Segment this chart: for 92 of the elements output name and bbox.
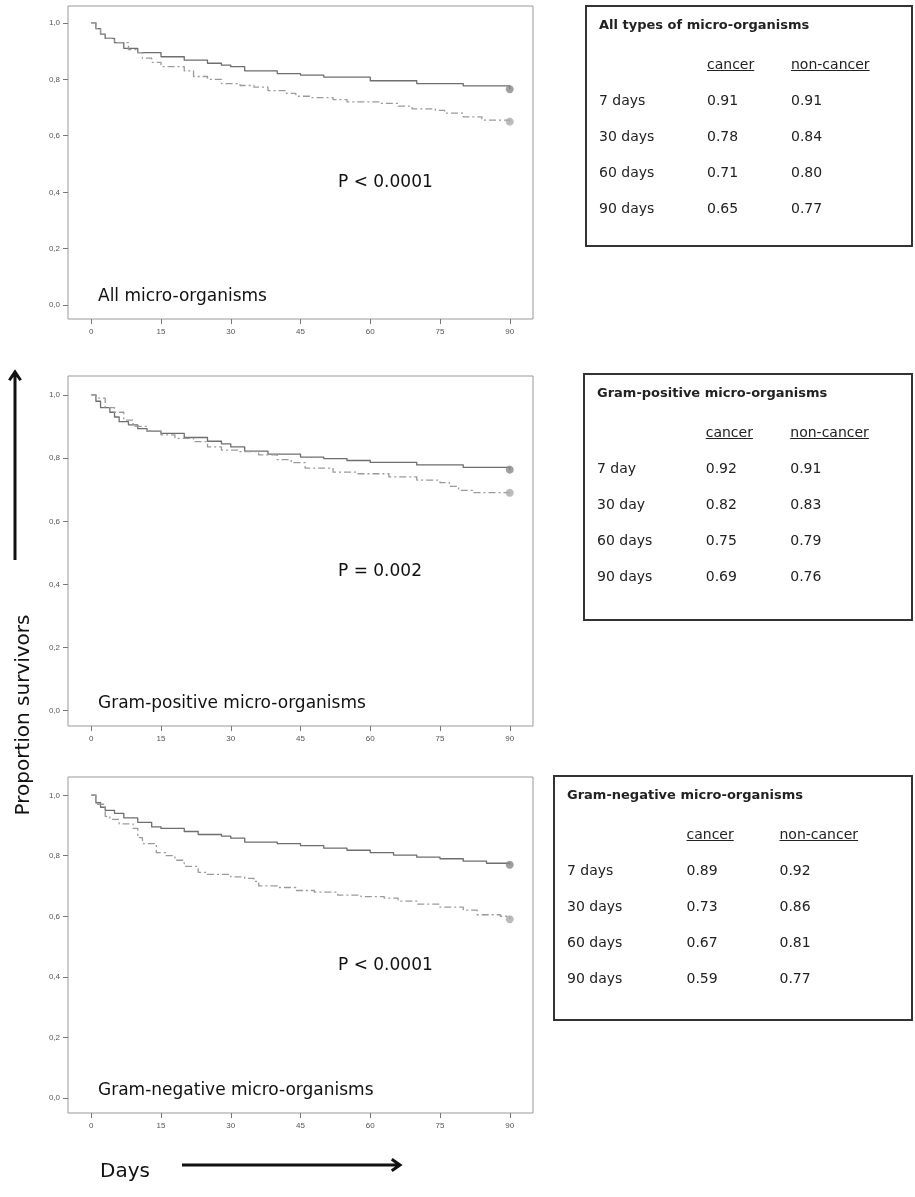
text: 60 days xyxy=(567,934,624,950)
text: non-cancer xyxy=(790,424,869,440)
text: 90 days xyxy=(597,568,654,584)
y-tick-label: 0,4 xyxy=(48,579,61,589)
text: non-cancer xyxy=(791,56,870,72)
y-tick-label: 0,4 xyxy=(48,972,61,982)
y-tick-label: 1,0 xyxy=(48,790,61,800)
text: 0.86 xyxy=(779,898,812,914)
text: 0.83 xyxy=(790,496,823,512)
y-tick-label: 0,0 xyxy=(48,300,61,310)
text: 0.67 xyxy=(686,934,719,950)
text: 30 day xyxy=(597,496,646,512)
text: 0.92 xyxy=(779,862,812,878)
text: 0.77 xyxy=(791,200,824,216)
annotation: Gram-positive micro-organisms xyxy=(98,691,366,712)
x-tick-label: 30 xyxy=(226,733,236,743)
annotation: Gram-negative micro-organisms xyxy=(98,1078,374,1099)
text: 30 days xyxy=(599,128,656,144)
annotation: P = 0.002 xyxy=(338,559,422,580)
text: 0.79 xyxy=(790,532,823,548)
x-tick-label: 75 xyxy=(435,1120,445,1130)
text: 7 days xyxy=(567,862,615,878)
x-tick-label: 0 xyxy=(89,733,95,743)
text: 0.59 xyxy=(686,970,719,986)
x-tick-label: 15 xyxy=(156,733,166,743)
annotation: All micro-organisms xyxy=(98,284,268,305)
text: 0.78 xyxy=(707,128,740,144)
text: 0.80 xyxy=(791,164,824,180)
y-tick-label: 0,4 xyxy=(48,187,61,197)
text: 0.91 xyxy=(707,92,740,108)
x-tick-label: 75 xyxy=(435,326,445,336)
y-tick-label: 0,8 xyxy=(48,74,61,84)
text: 0.77 xyxy=(779,970,812,986)
x-tick-label: 15 xyxy=(156,326,166,336)
text: 0.89 xyxy=(686,862,719,878)
x-tick-label: 45 xyxy=(296,1120,306,1130)
text: 0.73 xyxy=(686,898,719,914)
y-tick-label: 0,2 xyxy=(48,642,61,652)
x-tick-label: 0 xyxy=(89,1120,95,1130)
text: 60 days xyxy=(597,532,654,548)
x-tick-label: 90 xyxy=(505,326,515,336)
y-tick-label: 0,0 xyxy=(48,1093,61,1103)
text: 0.91 xyxy=(790,460,823,476)
annotation: P < 0.0001 xyxy=(338,171,433,191)
text: 60 days xyxy=(599,164,656,180)
text: 0.69 xyxy=(705,568,738,584)
y-tick-label: 1,0 xyxy=(48,390,61,400)
y-tick-label: 0,6 xyxy=(48,131,61,141)
text: Gram-positive micro-organisms xyxy=(597,385,829,400)
x-tick-label: 45 xyxy=(296,733,306,743)
y-tick-label: 0,0 xyxy=(48,705,61,715)
text: 90 days xyxy=(567,970,624,986)
x-tick-label: 60 xyxy=(365,1120,376,1130)
y-tick-label: 0,6 xyxy=(48,516,61,526)
text: 7 day xyxy=(597,460,638,476)
text: 0.81 xyxy=(779,934,812,950)
text: 0.65 xyxy=(707,200,740,216)
x-tick-label: 0 xyxy=(89,326,95,336)
text: 30 days xyxy=(567,898,624,914)
text: 0.76 xyxy=(790,568,823,584)
text: Gram-negative micro-organisms xyxy=(567,787,805,802)
x-tick-label: 60 xyxy=(365,733,376,743)
text: 0.91 xyxy=(791,92,824,108)
x-tick-label: 90 xyxy=(505,733,515,743)
text: non-cancer xyxy=(779,826,859,842)
y-tick-label: 0,2 xyxy=(48,1032,61,1042)
y-tick-label: 0,8 xyxy=(48,851,61,861)
text: cancer xyxy=(705,424,753,440)
text: cancer xyxy=(707,56,755,72)
text: 0.84 xyxy=(791,128,824,144)
text: 0.92 xyxy=(705,460,738,476)
y-tick-label: 1,0 xyxy=(48,18,61,28)
x-tick-label: 15 xyxy=(156,1120,166,1130)
x-tick-label: 45 xyxy=(296,326,306,336)
text: cancer xyxy=(686,826,734,842)
annotation: P < 0.0001 xyxy=(338,953,433,974)
y-tick-label: 0,8 xyxy=(48,453,61,463)
text: 0.71 xyxy=(707,164,740,180)
x-tick-label: 30 xyxy=(226,326,236,336)
text: 7 days xyxy=(599,92,647,108)
x-tick-label: 90 xyxy=(505,1120,515,1130)
x-tick-label: 75 xyxy=(435,733,445,743)
y-tick-label: 0,2 xyxy=(48,244,61,253)
y-axis-title: Proportion survivors xyxy=(10,614,34,816)
x-axis-title: Days xyxy=(100,1158,150,1182)
y-tick-label: 0,6 xyxy=(48,911,61,921)
text: 90 days xyxy=(599,200,656,216)
text: 0.82 xyxy=(705,496,738,512)
text: All types of micro-organisms xyxy=(599,17,811,32)
x-tick-label: 30 xyxy=(226,1120,236,1130)
text: 0.75 xyxy=(705,532,738,548)
x-tick-label: 60 xyxy=(365,326,376,336)
